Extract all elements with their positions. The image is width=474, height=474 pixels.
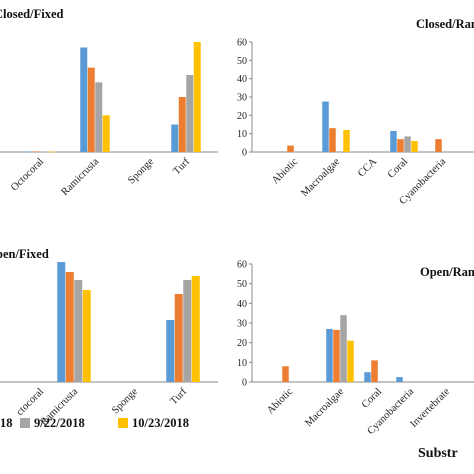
x-tick-label-2-1: Macroalgae: [299, 156, 342, 199]
bar-3-s1-c3: [166, 320, 175, 382]
bar-2-s3-c3: [404, 136, 411, 152]
y-tick-label-4-4: 40: [237, 299, 247, 310]
bar-4-s1-c1: [326, 328, 333, 382]
bar-3-s4-c3: [191, 276, 200, 382]
bar-2-s2-c3: [397, 139, 404, 152]
bar-1-s4-c0: [47, 151, 55, 153]
x-tick-label-3-2: Sponge: [110, 386, 140, 416]
bar-2-s1-c1: [322, 101, 329, 152]
bar-1-s2-c1: [87, 67, 95, 152]
x-tick-label-2-3: Coral: [386, 156, 410, 180]
bar-4-s1-c2: [364, 372, 371, 382]
x-tick-label-3-0: ctocoral: [14, 386, 46, 418]
bar-4-s1-c3: [396, 377, 403, 382]
y-tick-label-2-2: 20: [237, 111, 247, 122]
bar-3-s3-c1: [74, 280, 83, 382]
legend-swatch-2: [20, 418, 30, 428]
bar-1-s4-c3: [193, 42, 201, 152]
y-tick-label-2-3: 30: [237, 93, 247, 104]
x-tick-label-1-0: Octocoral: [9, 156, 46, 193]
x-tick-label-4-0: Abiotic: [265, 386, 295, 416]
legend-item-1: 18: [0, 416, 13, 430]
legend-item-3: 10/23/2018: [118, 416, 189, 431]
chart-title-3: pen/Fixed: [0, 247, 49, 261]
y-tick-label-2-4: 40: [237, 74, 247, 85]
x-tick-label-1-2: Sponge: [126, 156, 156, 186]
y-tick-label-4-5: 50: [237, 279, 247, 290]
x-tick-label-2-0: Abiotic: [270, 156, 300, 186]
bar-1-s3-c1: [95, 82, 103, 152]
bar-3-s1-c1: [57, 262, 66, 382]
chart-title-1: Closed/Fixed: [0, 7, 63, 21]
bar-1-s3-c3: [186, 75, 194, 152]
y-tick-label-2-5: 50: [237, 56, 247, 67]
bar-4-s3-c1: [340, 315, 347, 382]
bar-1-s1-c0: [25, 151, 33, 153]
y-tick-label-4-3: 30: [237, 319, 247, 330]
x-tick-label-1-1: Ramicrusta: [60, 156, 102, 198]
bar-1-s2-c0: [32, 151, 40, 153]
bar-2-s2-c1: [329, 128, 336, 152]
bar-1-s1-c3: [171, 124, 179, 152]
y-tick-label-4-1: 10: [237, 358, 247, 369]
bar-1-s4-c1: [102, 115, 110, 152]
bar-1-s3-c0: [40, 151, 48, 153]
x-tick-label-2-2: CCA: [356, 156, 379, 179]
y-tick-label-2-6: 60: [237, 38, 247, 49]
chart-title-4: Open/Ran: [420, 265, 474, 279]
y-tick-label-4-6: 60: [237, 260, 247, 271]
legend: 18 9/22/2018 10/23/2018: [0, 416, 474, 432]
bar-4-s2-c1: [333, 329, 340, 382]
bar-4-s2-c0: [282, 366, 289, 382]
bar-2-s1-c3: [390, 130, 397, 152]
bar-3-s3-c3: [183, 280, 192, 382]
bar-2-s2-c4: [435, 139, 442, 152]
y-tick-label-4-0: 0: [242, 378, 247, 389]
x-tick-label-4-2: Coral: [360, 386, 384, 410]
bar-2-s4-c3: [411, 141, 418, 152]
bar-4-s2-c2: [371, 360, 378, 382]
x-axis-title: Substr: [418, 446, 458, 461]
legend-swatch-3: [118, 418, 128, 428]
bar-3-s4-c1: [82, 290, 91, 382]
chart-title-2: Closed/Ran: [416, 17, 474, 31]
y-tick-label-4-2: 20: [237, 338, 247, 349]
bar-1-s2-c3: [178, 97, 186, 152]
y-tick-label-2-1: 10: [237, 129, 247, 140]
bar-1-s1-c1: [80, 47, 88, 152]
bar-2-s2-c0: [287, 145, 294, 152]
x-tick-label-3-3: Turf: [168, 386, 189, 407]
x-tick-label-1-3: Turf: [171, 156, 192, 177]
bar-2-s4-c1: [343, 130, 350, 152]
bar-3-s2-c1: [65, 272, 74, 382]
bar-3-s2-c3: [174, 294, 183, 382]
y-tick-label-2-0: 0: [242, 148, 247, 159]
bar-4-s4-c1: [347, 340, 354, 382]
legend-item-2: 9/22/2018: [20, 416, 85, 431]
